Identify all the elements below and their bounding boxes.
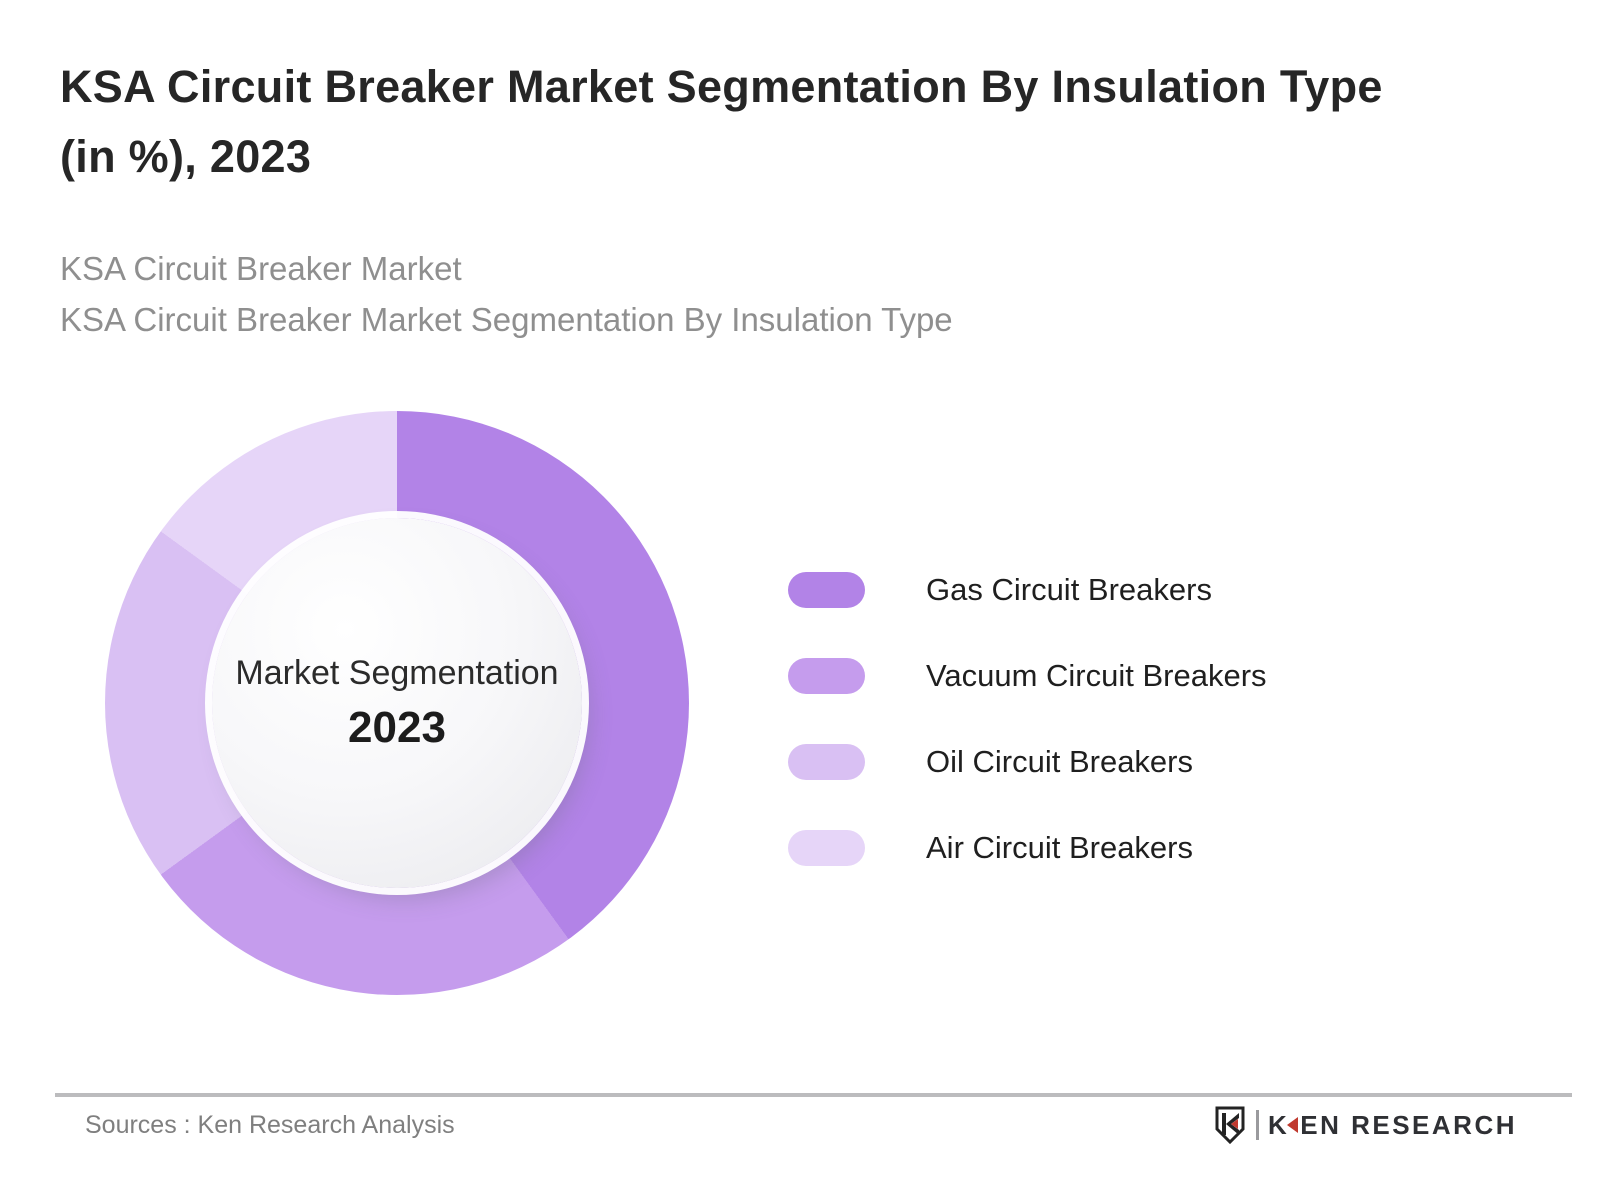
donut-chart: Market Segmentation 2023 Gas Circuit Bre… <box>0 380 1600 1040</box>
legend-item-gas: Gas Circuit Breakers <box>788 572 1267 608</box>
legend-label-oil: Oil Circuit Breakers <box>926 744 1193 779</box>
donut-center-year: 2023 <box>348 702 446 752</box>
subtitle-line2: KSA Circuit Breaker Market Segmentation … <box>60 301 953 338</box>
logo-divider <box>1255 1110 1259 1140</box>
red-wedge-icon <box>1287 1117 1299 1133</box>
legend-swatch-vacuum-icon <box>788 658 865 694</box>
ken-research-shield-icon <box>1215 1106 1245 1144</box>
page-subtitle: KSA Circuit Breaker Market KSA Circuit B… <box>60 243 1460 345</box>
donut-ring: Market Segmentation 2023 <box>105 411 689 995</box>
legend-label-air: Air Circuit Breakers <box>926 830 1193 865</box>
ken-research-logo: K EN RESEARCH <box>1213 1106 1517 1144</box>
logo-wordmark-rest: EN RESEARCH <box>1300 1109 1517 1140</box>
chart-legend: Gas Circuit Breakers Vacuum Circuit Brea… <box>788 572 1267 916</box>
logo-wordmark: K EN RESEARCH <box>1268 1110 1517 1141</box>
donut-center-label: Market Segmentation <box>235 653 559 692</box>
legend-swatch-air-icon <box>788 830 865 866</box>
page-title-line2: (in %), 2023 <box>60 131 312 182</box>
legend-item-oil: Oil Circuit Breakers <box>788 744 1267 780</box>
donut-center: Market Segmentation 2023 <box>212 518 582 888</box>
legend-swatch-gas-icon <box>788 572 865 608</box>
legend-item-vacuum: Vacuum Circuit Breakers <box>788 658 1267 694</box>
legend-item-air: Air Circuit Breakers <box>788 830 1267 866</box>
logo-wordmark-k: K <box>1267 1109 1290 1140</box>
footer-divider <box>55 1093 1572 1097</box>
source-note: Sources : Ken Research Analysis <box>85 1111 455 1139</box>
legend-swatch-oil-icon <box>788 744 865 780</box>
legend-label-gas: Gas Circuit Breakers <box>926 572 1212 607</box>
page-title-line1: KSA Circuit Breaker Market Segmentation … <box>60 61 1383 112</box>
subtitle-line1: KSA Circuit Breaker Market <box>60 250 462 287</box>
page-title: KSA Circuit Breaker Market Segmentation … <box>60 52 1560 192</box>
legend-label-vacuum: Vacuum Circuit Breakers <box>926 658 1267 693</box>
